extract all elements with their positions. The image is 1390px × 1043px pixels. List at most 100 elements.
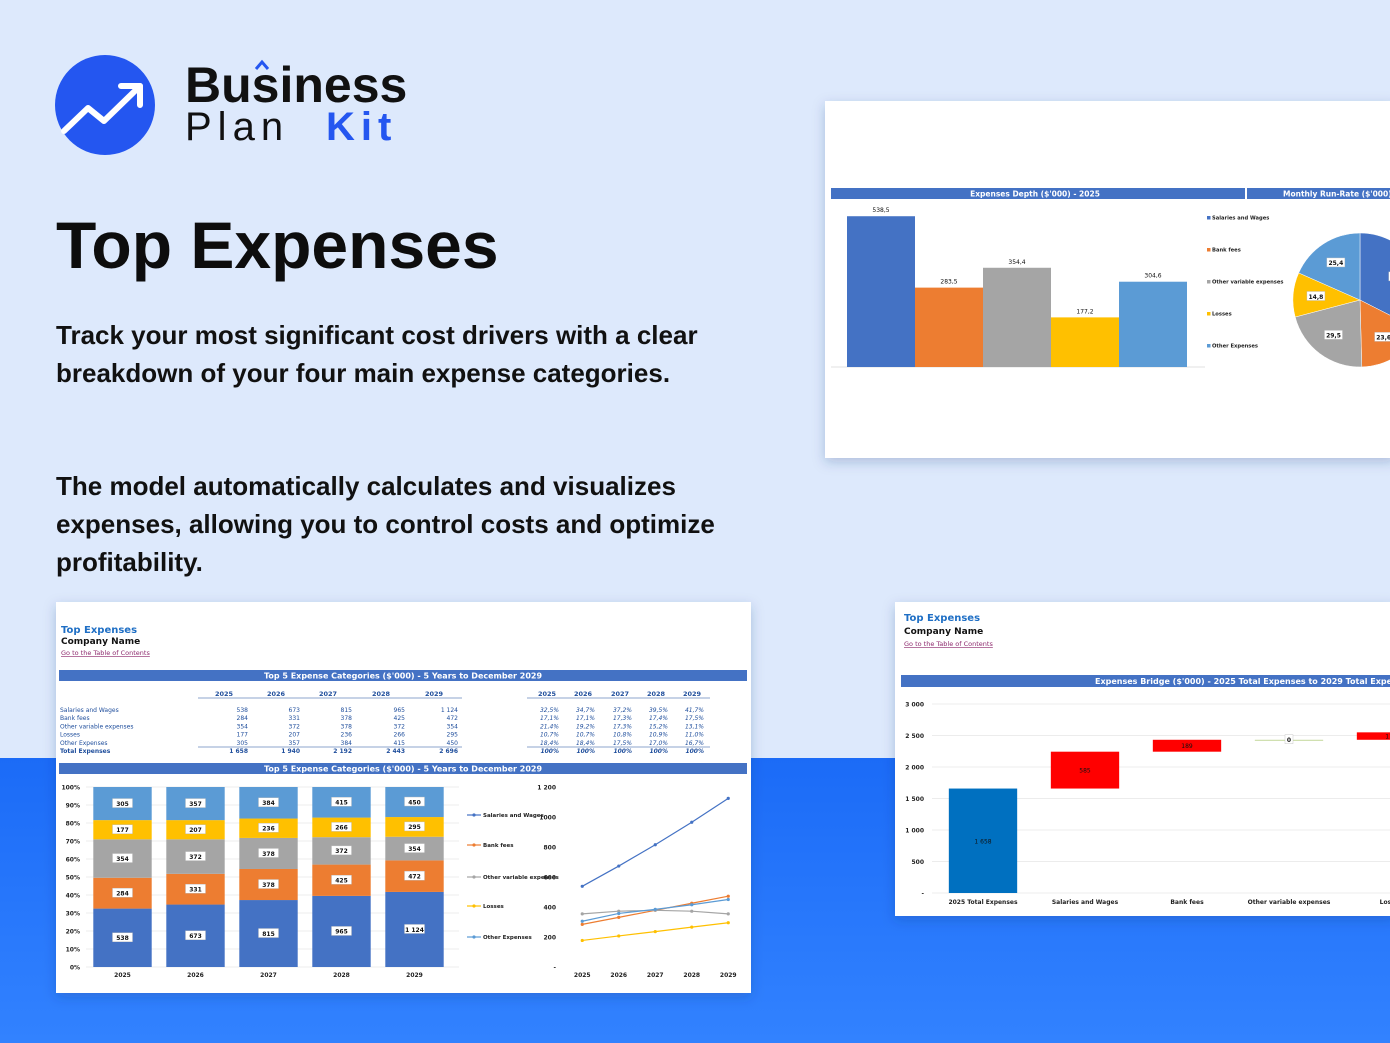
logo: Business Plan Kit xyxy=(55,55,407,155)
toc-link[interactable]: Go to the Table of Contents xyxy=(904,640,993,648)
y-tick-label: 30% xyxy=(66,911,80,918)
x-tick-label: Other variable expenses xyxy=(1248,899,1331,906)
table-cell: 21,4% xyxy=(540,723,559,730)
point xyxy=(580,912,584,916)
year-header: 2028 xyxy=(372,690,391,698)
point xyxy=(690,903,694,907)
y-tick-label: - xyxy=(922,891,925,898)
label-box xyxy=(258,823,279,833)
title-bar xyxy=(831,188,1245,199)
data-label: 378 xyxy=(262,851,275,858)
table-cell: 815 xyxy=(341,707,353,714)
logo-kit: Kit xyxy=(326,105,397,149)
table-cell: 236 xyxy=(341,732,353,739)
data-label: 1 124 xyxy=(405,927,424,934)
data-label: 384 xyxy=(262,800,275,807)
table-cell: 17,1% xyxy=(540,715,559,722)
table-cell: 13,1% xyxy=(685,723,704,730)
row-label: Losses xyxy=(60,732,80,739)
legend-marker xyxy=(472,875,476,879)
label-box xyxy=(331,822,352,832)
label-box xyxy=(404,843,425,853)
bar xyxy=(847,216,915,367)
pie-slice xyxy=(1359,232,1390,316)
label-box xyxy=(112,798,133,808)
y-tick-label: 1000 xyxy=(539,815,556,822)
year-header: 2027 xyxy=(319,690,337,698)
data-label: 305 xyxy=(116,801,129,808)
year-header: 2026 xyxy=(574,690,593,698)
y-tick-label: 400 xyxy=(543,905,556,912)
point xyxy=(580,884,584,888)
table-cell: 100% xyxy=(540,748,559,755)
x-tick-label: 2025 Total Expenses xyxy=(948,899,1018,906)
label-box xyxy=(1326,257,1346,268)
legend-label: Losses xyxy=(1212,312,1232,318)
y-tick-label: 1 500 xyxy=(905,796,924,803)
logo-arrow xyxy=(61,83,143,134)
point xyxy=(690,909,694,913)
point xyxy=(726,897,730,902)
toc-link[interactable]: Go to the Table of Contents xyxy=(61,649,150,657)
point xyxy=(690,820,694,824)
table-cell: 266 xyxy=(394,732,406,739)
year-header: 2028 xyxy=(647,690,666,698)
table-cell: 15,2% xyxy=(649,723,668,730)
label-box xyxy=(185,851,206,861)
data-label: 25,4 xyxy=(1328,260,1343,267)
y-tick-label: 500 xyxy=(911,859,924,866)
panel-content: Top Expenses Company Name Go to the Tabl… xyxy=(901,613,1390,906)
x-tick-label: Salaries and Wages xyxy=(1052,899,1119,906)
data-label: 372 xyxy=(335,848,348,855)
paragraph: The model automatically calculates and v… xyxy=(56,471,715,577)
table-cell: 10,9% xyxy=(649,732,668,739)
table-cell: 17,3% xyxy=(613,715,632,722)
data-label: 357 xyxy=(189,801,202,808)
legend-swatch xyxy=(1207,216,1211,220)
label-box xyxy=(185,798,206,808)
legend-marker xyxy=(472,935,476,939)
data-label: 295 xyxy=(408,824,421,831)
table-cell: 357 xyxy=(289,740,301,747)
legend-swatch xyxy=(1207,280,1211,284)
title-bar xyxy=(59,763,747,774)
panel-content: Expenses Depth ($'000) - 2025 538,5 Salari… xyxy=(831,188,1390,368)
point xyxy=(617,911,621,916)
table-cell: 2 696 xyxy=(439,748,458,755)
data-label: 354 xyxy=(116,856,129,863)
row-label: Salaries and Wages xyxy=(60,707,119,714)
row-label: Bank fees xyxy=(60,715,90,722)
table-cell: 415 xyxy=(394,740,406,747)
chart-title: Monthly Run-Rate ($'000) xyxy=(1283,190,1390,199)
table-cell: 34,7% xyxy=(576,707,595,714)
legend-label: Other variable expenses xyxy=(483,875,560,881)
sheet-company: Company Name xyxy=(61,637,140,647)
table-cell: 372 xyxy=(394,723,406,730)
table-cell: 100% xyxy=(685,748,704,755)
y-tick-label: 40% xyxy=(66,893,80,900)
table-cell: 384 xyxy=(341,740,353,747)
data-label: 14,8 xyxy=(1309,294,1324,301)
legend-label: Other Expenses xyxy=(1212,344,1258,350)
data-label: 304,6 xyxy=(1144,273,1161,280)
y-tick-label: 60% xyxy=(66,857,80,864)
table-cell: 965 xyxy=(394,707,406,714)
table-cell: 425 xyxy=(394,715,406,722)
data-label: 450 xyxy=(408,799,421,806)
label-box xyxy=(258,848,279,858)
table-cell: 100% xyxy=(576,748,595,755)
table-cell: 37,2% xyxy=(613,707,632,714)
label-box xyxy=(331,845,352,856)
y-tick-label: 20% xyxy=(66,929,80,936)
y-tick-label: 2 000 xyxy=(905,765,924,772)
point xyxy=(580,938,584,943)
table-cell: 472 xyxy=(447,715,459,722)
data-label: 354,4 xyxy=(1008,259,1025,266)
y-tick-label: - xyxy=(554,965,557,972)
label-box xyxy=(258,928,279,938)
data-label: 283,5 xyxy=(940,279,957,286)
label-box xyxy=(112,887,133,898)
data-label: 965 xyxy=(335,929,348,936)
